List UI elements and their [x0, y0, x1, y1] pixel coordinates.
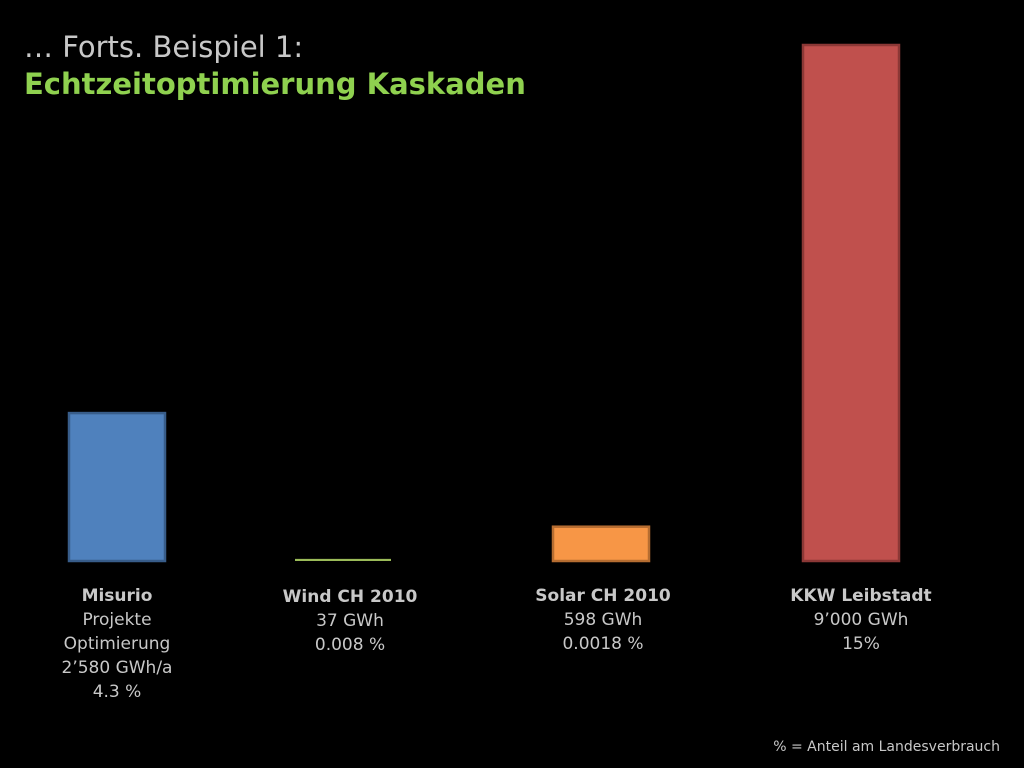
- bar-label-line: Optimierung: [63, 634, 171, 654]
- title-line-1: … Forts. Beispiel 1:: [24, 30, 304, 64]
- bar-label-name: Wind CH 2010: [282, 587, 418, 607]
- bar-label-line: Projekte: [82, 610, 152, 630]
- footnote: % = Anteil am Landesverbrauch: [773, 739, 1000, 755]
- bar-label-line: 4.3 %: [92, 682, 142, 702]
- slide-title: … Forts. Beispiel 1: Echtzeitoptimierung…: [24, 30, 526, 104]
- bar-label-misurio: Misurio Projekte Optimierung 2’580 GWh/a…: [17, 584, 217, 704]
- bar-label-line: 9’000 GWh: [813, 610, 909, 630]
- bar-solar: [551, 525, 651, 563]
- bar-label-line: 15%: [842, 634, 880, 654]
- bar-kkw: [801, 43, 901, 563]
- bar-label-name: KKW Leibstadt: [790, 586, 932, 606]
- bar-wind: [295, 558, 391, 561]
- bar-label-line: 0.008 %: [314, 635, 386, 655]
- bar-label-wind: Wind CH 2010 37 GWh 0.008 %: [250, 585, 450, 657]
- bar-label-name: Misurio: [81, 586, 153, 606]
- bar-label-kkw: KKW Leibstadt 9’000 GWh 15%: [761, 584, 961, 656]
- bar-label-line: 37 GWh: [316, 611, 384, 631]
- bar-label-line: 0.0018 %: [562, 634, 644, 654]
- bar-misurio: [67, 411, 167, 563]
- bar-label-line: 598 GWh: [563, 610, 643, 630]
- title-line-2: Echtzeitoptimierung Kaskaden: [24, 67, 526, 101]
- bar-label-solar: Solar CH 2010 598 GWh 0.0018 %: [503, 584, 703, 656]
- bar-label-name: Solar CH 2010: [535, 586, 671, 606]
- bar-label-line: 2’580 GWh/a: [61, 658, 173, 678]
